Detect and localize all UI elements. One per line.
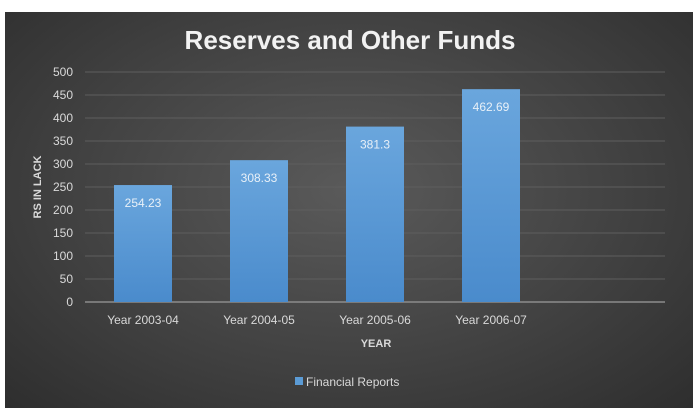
y-tick-label: 50 [60,272,74,286]
y-tick-label: 150 [53,226,73,240]
y-axis-label: RS IN LACK [32,155,44,218]
y-tick-label: 350 [53,134,73,148]
y-tick-label: 250 [53,180,73,194]
data-label: 381.3 [360,138,390,152]
bar [230,160,288,302]
y-tick-label: 200 [53,203,73,217]
y-tick-label: 100 [53,249,73,263]
x-tick-label: Year 2005-06 [339,313,411,327]
legend-swatch [295,377,303,385]
bar [346,126,404,303]
y-tick-label: 300 [53,157,73,171]
y-tick-label: 400 [53,111,73,125]
data-label: 308.33 [241,171,278,185]
legend-label: Financial Reports [306,375,399,389]
x-tick-label: Year 2003-04 [107,313,179,327]
bar [114,185,172,302]
bar [462,89,520,302]
x-axis-label: YEAR [361,338,392,350]
data-label: 462.69 [473,100,510,114]
y-tick-label: 450 [53,88,73,102]
y-tick-label: 500 [53,65,73,79]
chart-title: Reserves and Other Funds [185,25,516,55]
x-tick-label: Year 2006-07 [455,313,527,327]
data-label: 254.23 [125,196,162,210]
y-tick-label: 0 [66,295,73,309]
x-tick-label: Year 2004-05 [223,313,295,327]
legend: Financial Reports [295,375,399,389]
